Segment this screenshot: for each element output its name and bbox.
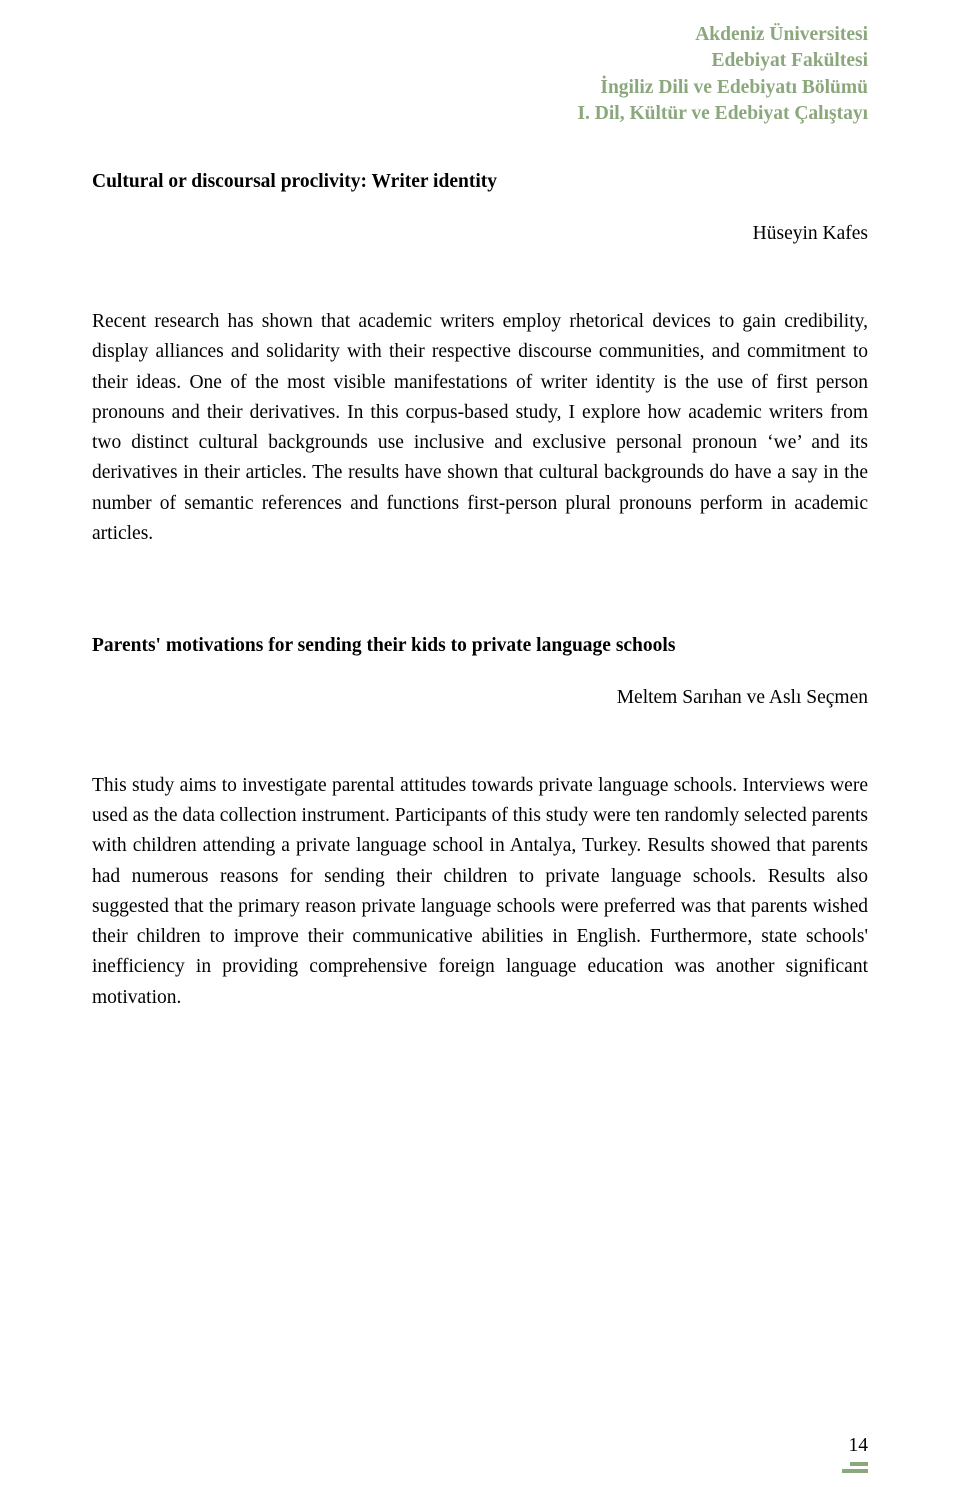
footer-bar-long [842,1469,868,1473]
article-2-body: This study aims to investigate parental … [92,771,868,1013]
footer-decoration [842,1459,868,1473]
article-1-author: Hüseyin Kafes [92,223,868,245]
header-line-1: Akdeniz Üniversitesi [92,22,868,48]
header-line-4: I. Dil, Kültür ve Edebiyat Çalıştayı [92,101,868,127]
article-1-body: Recent research has shown that academic … [92,307,868,549]
footer-bar-short [850,1462,868,1466]
article-1-title: Cultural or discoursal proclivity: Write… [92,171,868,193]
header-line-2: Edebiyat Fakültesi [92,48,868,74]
header-line-3: İngiliz Dili ve Edebiyatı Bölümü [92,75,868,101]
article-2-title: Parents' motivations for sending their k… [92,635,868,657]
page-number: 14 [849,1435,869,1457]
page-header: Akdeniz Üniversitesi Edebiyat Fakültesi … [92,22,868,127]
article-2-author: Meltem Sarıhan ve Aslı Seçmen [92,687,868,709]
